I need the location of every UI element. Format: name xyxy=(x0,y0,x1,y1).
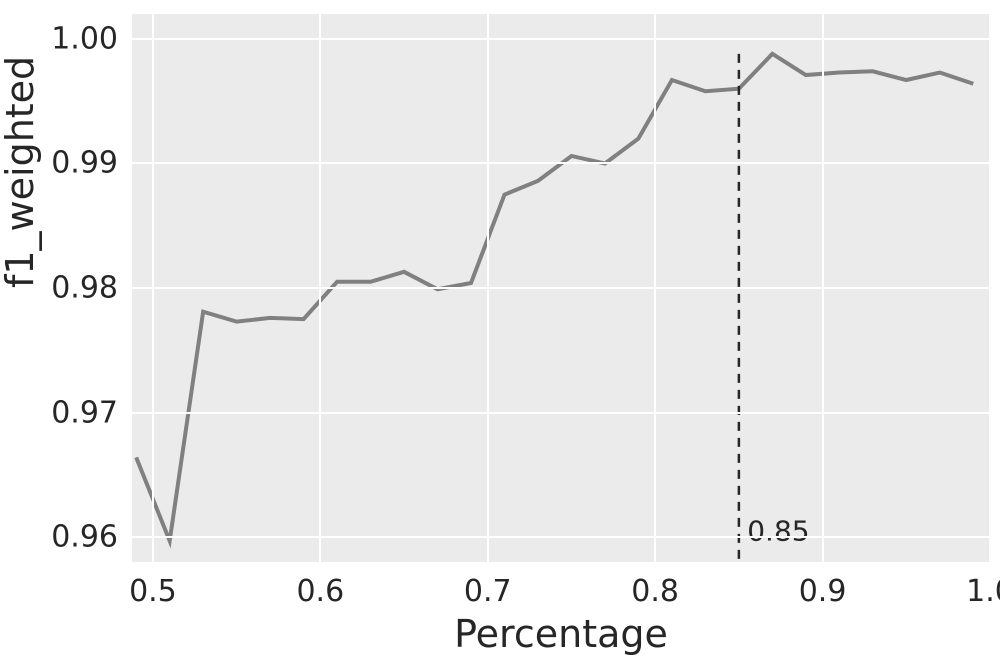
x-axis-label: Percentage xyxy=(454,612,668,656)
gridline-h xyxy=(132,536,990,538)
gridline-h xyxy=(132,38,990,40)
figure: 0.85 0.96 0.97 0.98 0.99 1.00 0.5 0.6 0.7 0.8 0.9… xyxy=(0,0,1000,649)
y-tick-label: 1.00 xyxy=(51,21,118,56)
y-tick-label: 0.96 xyxy=(51,520,118,555)
annotation-label: 0.85 xyxy=(747,514,809,547)
gridline-v xyxy=(822,14,824,562)
x-tick-label: 1.0 xyxy=(966,574,1000,609)
gridline-h xyxy=(132,412,990,414)
x-tick-label: 0.6 xyxy=(296,574,344,609)
x-tick-label: 0.9 xyxy=(799,574,847,609)
plot-area: 0.85 0.960.970.980.991.000.50.60.70.80.9… xyxy=(132,14,990,562)
y-axis-label: f1_weighted xyxy=(0,56,42,288)
x-tick-label: 0.5 xyxy=(129,574,177,609)
gridline-h xyxy=(132,162,990,164)
y-tick-label: 0.99 xyxy=(51,146,118,181)
gridline-v xyxy=(152,14,154,562)
x-tick-label: 0.8 xyxy=(631,574,679,609)
y-tick-label: 0.97 xyxy=(51,395,118,430)
gridline-v xyxy=(487,14,489,562)
y-tick-label: 0.98 xyxy=(51,271,118,306)
x-tick-label: 0.7 xyxy=(464,574,512,609)
series-line xyxy=(136,54,973,541)
gridline-h xyxy=(132,287,990,289)
gridline-v xyxy=(319,14,321,562)
gridline-v xyxy=(654,14,656,562)
gridline-v xyxy=(989,14,991,562)
